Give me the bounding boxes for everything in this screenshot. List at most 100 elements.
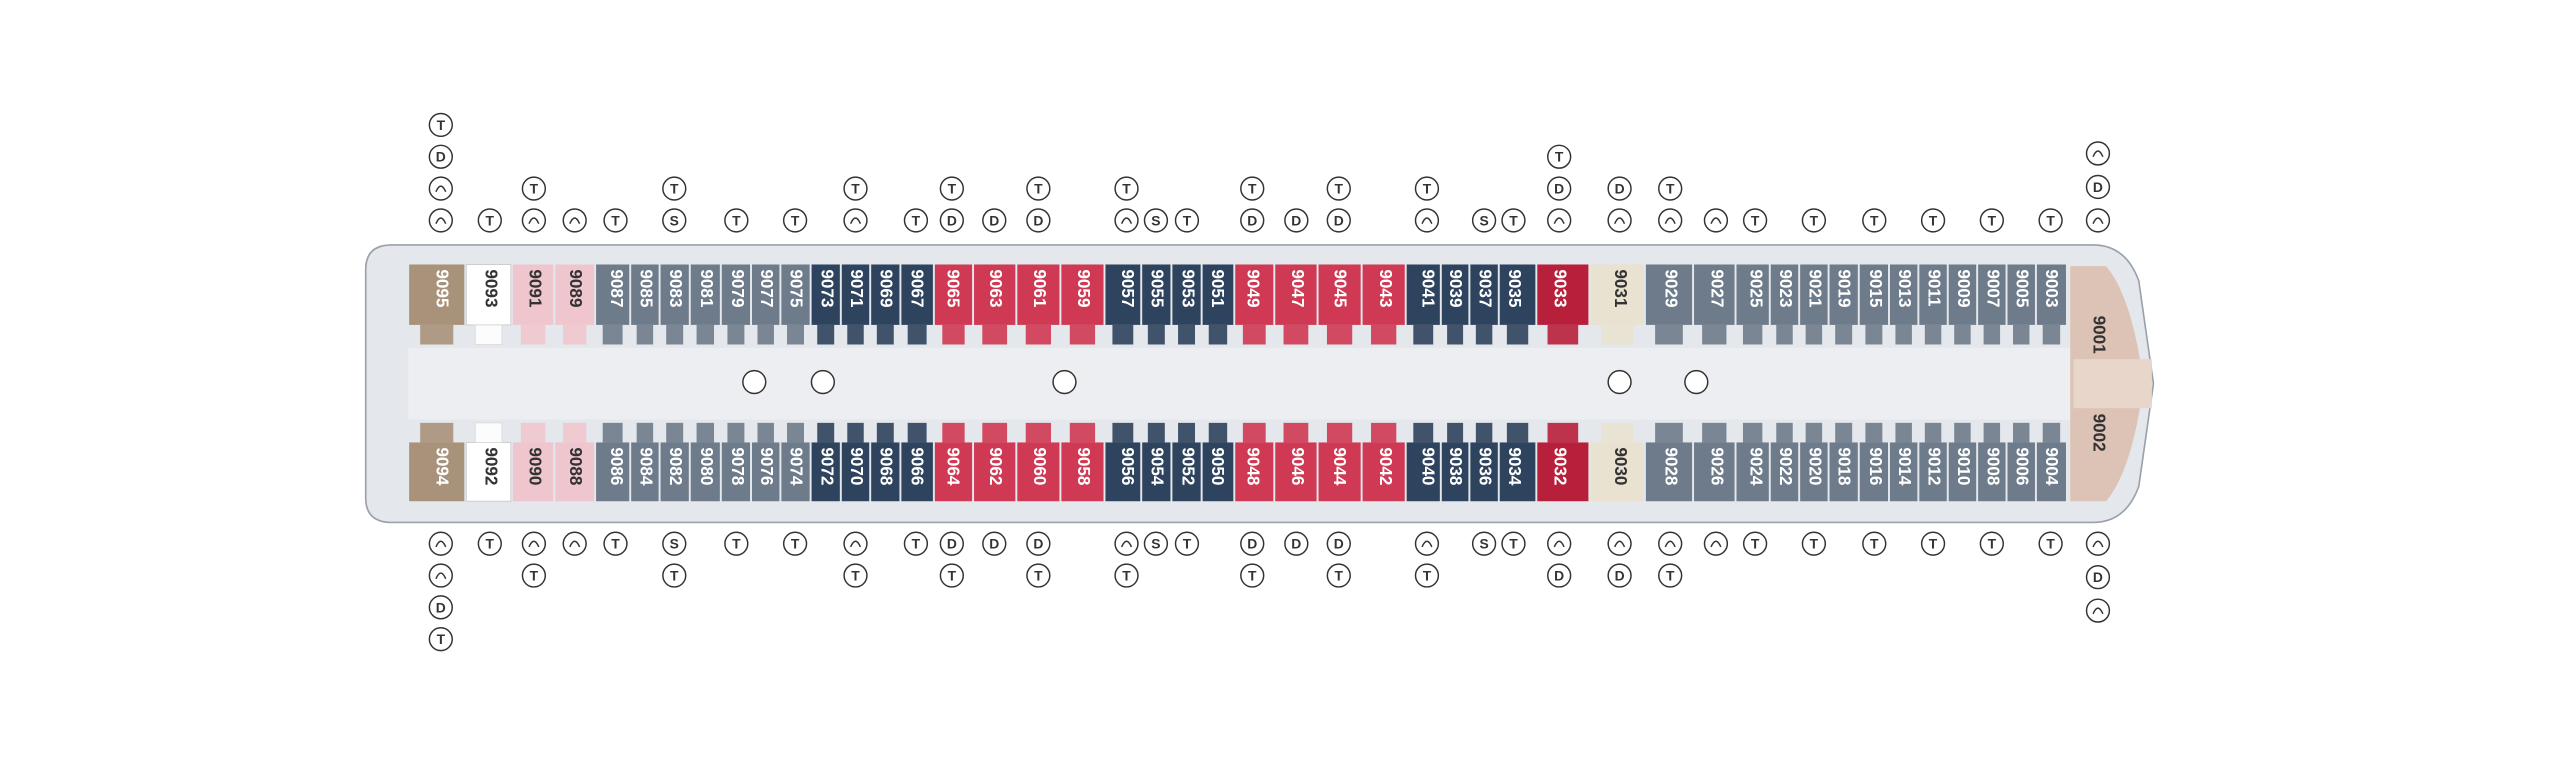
amenity-letter: T — [611, 212, 620, 228]
amenity-icon — [1862, 208, 1887, 233]
cabin — [596, 442, 630, 502]
cabin-number: 9011 — [1925, 269, 1945, 307]
amenity-letter: D — [2093, 179, 2103, 195]
cabin — [1318, 264, 1361, 325]
amenity-icon — [428, 595, 453, 620]
amenity-icon — [1326, 531, 1351, 556]
cabin — [1105, 442, 1141, 502]
cabin-bath — [817, 422, 835, 443]
cabin — [1172, 264, 1201, 325]
amenity-icon — [1240, 563, 1265, 588]
cabin-bath — [1413, 324, 1434, 345]
cabin — [781, 442, 810, 502]
cabin-number: 9079 — [728, 269, 748, 307]
amenity-letter: T — [1666, 181, 1675, 197]
cabin-bath — [2012, 324, 2030, 345]
cabin-bath — [696, 324, 715, 345]
cabin-bath — [2042, 422, 2061, 443]
cabin-number: 9073 — [818, 269, 838, 307]
amenity-icon — [724, 531, 749, 556]
cabin — [1202, 442, 1234, 502]
cabin — [721, 264, 751, 325]
cabin-number: 9065 — [943, 269, 963, 308]
cabin-number: 9078 — [728, 447, 748, 485]
amenity-icon — [521, 176, 547, 201]
cabin-bath — [1835, 324, 1853, 345]
amenity-letter: T — [1034, 568, 1043, 584]
cabin-number: 9084 — [636, 447, 656, 486]
amenity-letter: T — [1248, 568, 1257, 584]
amenity-letter: D — [1033, 212, 1043, 228]
cabin — [1919, 264, 1947, 325]
amenity-letter: T — [1335, 181, 1344, 197]
cabin-number: 9027 — [1707, 269, 1727, 307]
cabin — [1202, 264, 1234, 325]
amenity-letter: T — [851, 181, 860, 197]
cabin-bath — [1112, 324, 1134, 345]
amenity-letter: T — [1929, 212, 1938, 228]
amenity-icon — [1326, 208, 1351, 233]
cabin-bath — [636, 324, 654, 345]
cabin-number: 9074 — [787, 447, 807, 486]
amenity-letter: T — [670, 181, 679, 197]
amenity-symbol — [1553, 217, 1565, 224]
amenity-letter: T — [1183, 536, 1192, 552]
cabin-bath — [474, 324, 503, 345]
cabin-bath — [757, 324, 774, 345]
cabin-bath — [1742, 324, 1763, 345]
amenity-icon — [662, 208, 687, 233]
amenity-letter: D — [1291, 536, 1301, 552]
amenity-letter: T — [912, 212, 921, 228]
amenity-icon — [428, 144, 453, 169]
cabin-bath — [1601, 422, 1634, 443]
amenity-letter: T — [1666, 568, 1675, 584]
cabin-bath — [1208, 324, 1228, 345]
cabin-number: 9015 — [1866, 269, 1886, 308]
amenity-icon — [1114, 531, 1139, 556]
cabin-number: 9025 — [1747, 269, 1767, 308]
cabin-number: 9036 — [1476, 447, 1496, 485]
amenity-letter: T — [530, 181, 539, 197]
cabin — [1142, 264, 1171, 325]
cabin-bath — [1506, 422, 1529, 443]
cabin — [1736, 264, 1769, 325]
amenity-icon — [1414, 531, 1440, 556]
amenity-icon — [1658, 531, 1683, 556]
cabin-bath — [1242, 324, 1266, 345]
cabin — [2007, 264, 2035, 325]
cabin-bath — [1371, 324, 1397, 345]
cabin-bath — [787, 324, 804, 345]
cabin-number: 9001 — [2089, 316, 2109, 355]
cabin — [721, 442, 751, 502]
amenity-icon — [1607, 176, 1632, 201]
amenity-icon — [1547, 563, 1572, 588]
cabin — [934, 442, 973, 502]
cabin — [512, 442, 554, 502]
cabin-number: 9005 — [2013, 269, 2033, 308]
cabin-bath — [907, 324, 927, 345]
amenity-icon — [2038, 208, 2063, 233]
cabin-number: 9035 — [1505, 269, 1525, 308]
amenity-icon — [428, 627, 453, 652]
cabin — [690, 442, 720, 502]
cabin-number: 9008 — [1983, 447, 2003, 485]
amenity-icon — [939, 563, 964, 588]
amenity-icon — [1143, 208, 1169, 233]
amenity-icon — [662, 531, 687, 556]
amenity-icon — [1240, 208, 1265, 233]
amenity-letter: T — [1988, 212, 1997, 228]
cabin-bath — [1983, 422, 2001, 443]
cabin — [1590, 442, 1644, 502]
amenity-icon — [1547, 531, 1572, 556]
cabin — [901, 442, 933, 502]
amenity-symbol — [1120, 540, 1133, 548]
amenity-icon — [782, 531, 808, 556]
cabin-number: 9068 — [876, 447, 896, 485]
amenity-icon — [939, 176, 964, 201]
cabin-number: 9040 — [1418, 447, 1438, 485]
amenity-icon — [1143, 531, 1169, 556]
cabin-number: 9062 — [986, 447, 1006, 485]
corridor-symbol — [742, 369, 767, 395]
amenity-icon — [782, 208, 808, 233]
